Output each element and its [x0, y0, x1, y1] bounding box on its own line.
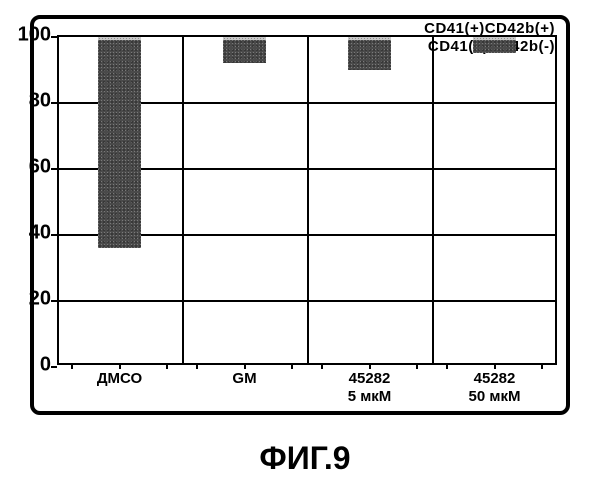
- x-category-label: 4528250 мкМ: [432, 370, 557, 406]
- bar-segment-pos: [473, 40, 517, 53]
- xtick: [446, 363, 448, 369]
- xtick: [119, 363, 121, 369]
- gridline: [182, 168, 307, 170]
- ytick: [51, 300, 57, 302]
- gridline: [182, 102, 307, 104]
- panel-sep: [57, 37, 59, 363]
- panel-sep: [555, 37, 557, 363]
- gridline: [182, 300, 307, 302]
- bar-segment-neg: [348, 37, 392, 40]
- xtick: [416, 363, 418, 369]
- panel-sep: [307, 37, 309, 363]
- xtick: [321, 363, 323, 369]
- ytick: [51, 36, 57, 38]
- gridline: [307, 300, 432, 302]
- panel-sep: [182, 37, 184, 363]
- panel-0: [57, 35, 182, 365]
- gridline: [307, 102, 432, 104]
- bar-segment-pos: [348, 40, 392, 70]
- ytick: [51, 102, 57, 104]
- plot-area: [57, 35, 557, 365]
- x-category-label-main: ДМСО: [57, 370, 182, 388]
- panel-3: [432, 35, 557, 365]
- ytick: [51, 366, 57, 368]
- x-category-label-sub: 5 мкМ: [307, 388, 432, 406]
- gridline: [432, 168, 557, 170]
- ytick: [51, 234, 57, 236]
- gridline: [182, 234, 307, 236]
- bar-segment-neg: [473, 37, 517, 40]
- y-axis: 0 20 40 60 80 100: [0, 35, 55, 365]
- x-category-label-main: GM: [182, 370, 307, 388]
- gridline: [307, 168, 432, 170]
- ytick-label-80: 80: [29, 90, 51, 113]
- ytick-label-0: 0: [40, 354, 51, 377]
- xtick: [291, 363, 293, 369]
- x-category-label: GM: [182, 370, 307, 388]
- bar-segment-pos: [98, 40, 142, 248]
- gridline: [307, 234, 432, 236]
- xtick: [369, 363, 371, 369]
- gridline: [432, 300, 557, 302]
- figure-caption: ФИГ.9: [0, 440, 610, 477]
- x-category-label-sub: 50 мкМ: [432, 388, 557, 406]
- xtick: [541, 363, 543, 369]
- x-category-label-main: 45282: [307, 370, 432, 388]
- x-category-label-main: 45282: [432, 370, 557, 388]
- ytick-label-40: 40: [29, 222, 51, 245]
- panel-2: [307, 35, 432, 365]
- gridline: [432, 234, 557, 236]
- xtick: [71, 363, 73, 369]
- bar-segment-neg: [223, 37, 267, 40]
- gridline: [432, 102, 557, 104]
- ytick-label-60: 60: [29, 156, 51, 179]
- bar-segment-neg: [98, 37, 142, 40]
- x-category-label: 452825 мкМ: [307, 370, 432, 406]
- x-axis-labels: ДМСОGM452825 мкМ4528250 мкМ: [57, 370, 557, 415]
- bar-segment-pos: [223, 40, 267, 63]
- panel-1: [182, 35, 307, 365]
- xtick: [196, 363, 198, 369]
- xtick: [244, 363, 246, 369]
- panel-sep: [432, 37, 434, 363]
- ytick-label-20: 20: [29, 288, 51, 311]
- xtick: [494, 363, 496, 369]
- ytick-label-100: 100: [18, 24, 51, 47]
- gridline: [57, 300, 182, 302]
- ytick: [51, 168, 57, 170]
- x-category-label: ДМСО: [57, 370, 182, 388]
- xtick: [166, 363, 168, 369]
